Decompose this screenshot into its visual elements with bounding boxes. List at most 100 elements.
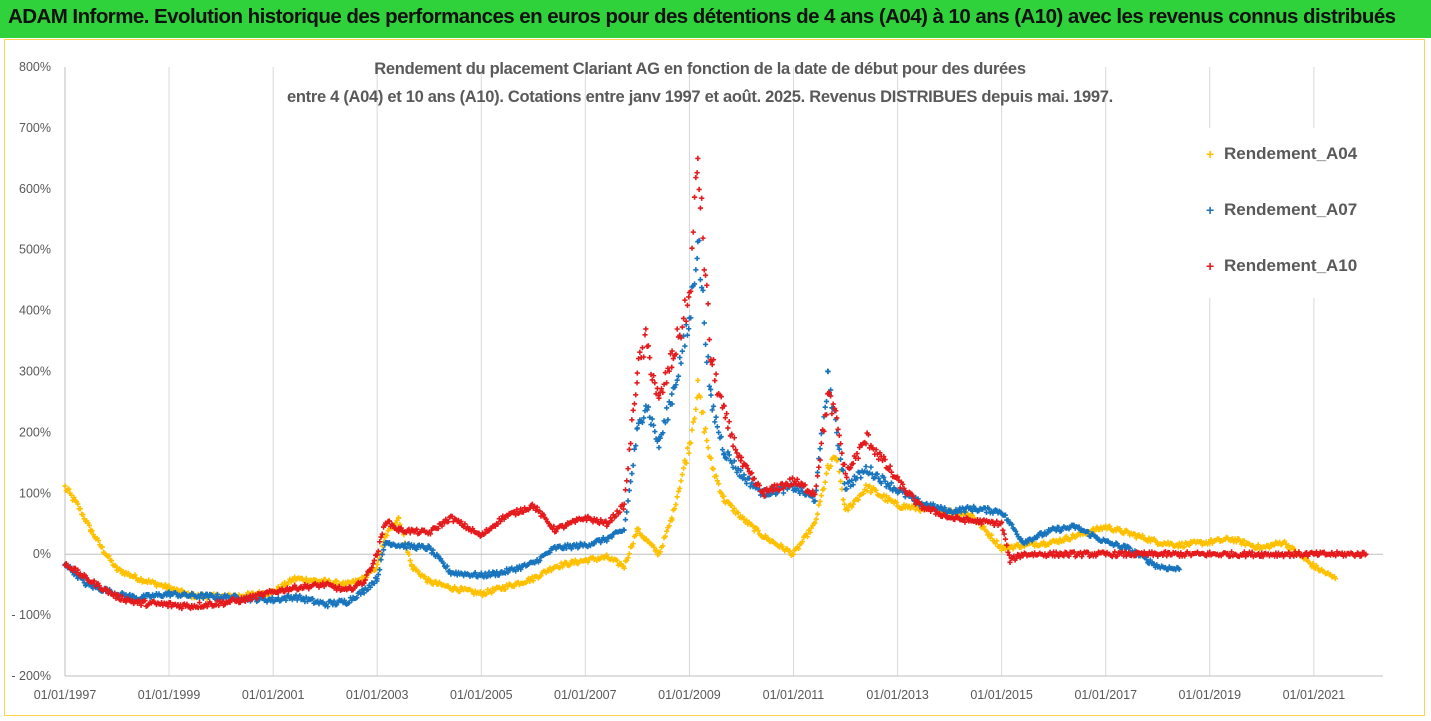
point-Rendement_A04 bbox=[716, 481, 722, 487]
point-Rendement_A10 bbox=[1085, 549, 1091, 556]
point-Rendement_A04 bbox=[421, 573, 428, 579]
point-Rendement_A10 bbox=[662, 370, 668, 376]
point-Rendement_A07 bbox=[688, 315, 694, 321]
point-Rendement_A04 bbox=[99, 544, 105, 550]
point-Rendement_A10 bbox=[629, 417, 635, 423]
point-Rendement_A10 bbox=[572, 519, 578, 525]
point-Rendement_A04 bbox=[538, 573, 544, 579]
point-Rendement_A07 bbox=[444, 563, 450, 569]
point-Rendement_A04 bbox=[488, 590, 495, 596]
point-Rendement_A10 bbox=[435, 525, 441, 532]
point-Rendement_A04 bbox=[1090, 526, 1096, 532]
point-Rendement_A04 bbox=[80, 512, 86, 518]
point-Rendement_A04 bbox=[917, 508, 923, 514]
point-Rendement_A07 bbox=[621, 527, 627, 533]
point-Rendement_A07 bbox=[630, 462, 636, 469]
point-Rendement_A07 bbox=[838, 456, 844, 462]
point-Rendement_A04 bbox=[674, 494, 680, 500]
point-Rendement_A04 bbox=[983, 528, 990, 534]
point-Rendement_A10 bbox=[138, 602, 144, 608]
point-Rendement_A10 bbox=[106, 588, 113, 594]
point-Rendement_A07 bbox=[214, 591, 221, 597]
point-Rendement_A10 bbox=[749, 470, 755, 476]
point-Rendement_A10 bbox=[1228, 549, 1235, 555]
point-Rendement_A04 bbox=[651, 544, 657, 550]
point-Rendement_A07 bbox=[858, 475, 864, 481]
point-Rendement_A10 bbox=[91, 578, 97, 584]
point-Rendement_A04 bbox=[894, 500, 900, 506]
point-Rendement_A04 bbox=[689, 427, 695, 433]
point-Rendement_A07 bbox=[1013, 528, 1019, 534]
point-Rendement_A07 bbox=[591, 541, 597, 547]
legend-item-a10: + Rendement_A10 bbox=[1206, 256, 1357, 276]
point-Rendement_A10 bbox=[700, 235, 706, 241]
point-Rendement_A07 bbox=[713, 414, 719, 420]
point-Rendement_A07 bbox=[424, 546, 430, 553]
point-Rendement_A04 bbox=[62, 483, 68, 489]
point-Rendement_A04 bbox=[1186, 542, 1193, 548]
point-Rendement_A10 bbox=[643, 326, 649, 332]
point-Rendement_A04 bbox=[1015, 542, 1021, 548]
y-tick-label: 400% bbox=[19, 304, 51, 318]
point-Rendement_A04 bbox=[987, 535, 993, 541]
point-Rendement_A04 bbox=[705, 445, 711, 451]
y-tick-label: 200% bbox=[19, 425, 51, 439]
point-Rendement_A10 bbox=[176, 605, 182, 611]
point-Rendement_A10 bbox=[398, 525, 404, 531]
x-tick-label: 01/01/2003 bbox=[346, 688, 409, 702]
point-Rendement_A04 bbox=[675, 488, 682, 495]
point-Rendement_A10 bbox=[604, 523, 610, 529]
point-Rendement_A10 bbox=[793, 481, 799, 488]
point-Rendement_A07 bbox=[624, 509, 630, 515]
point-Rendement_A10 bbox=[780, 485, 787, 491]
point-Rendement_A07 bbox=[812, 498, 818, 504]
point-Rendement_A04 bbox=[1140, 532, 1146, 539]
point-Rendement_A07 bbox=[1076, 524, 1082, 530]
point-Rendement_A04 bbox=[125, 570, 132, 576]
point-Rendement_A10 bbox=[834, 415, 840, 421]
point-Rendement_A10 bbox=[679, 324, 685, 330]
legend-label-a10: Rendement_A10 bbox=[1224, 256, 1358, 275]
point-Rendement_A10 bbox=[713, 371, 719, 377]
point-Rendement_A10 bbox=[1126, 549, 1132, 555]
point-Rendement_A07 bbox=[547, 549, 553, 555]
point-Rendement_A10 bbox=[370, 561, 376, 567]
point-Rendement_A10 bbox=[551, 523, 557, 529]
point-Rendement_A04 bbox=[803, 531, 809, 537]
point-Rendement_A07 bbox=[850, 482, 856, 488]
x-tick-label: 01/01/2001 bbox=[242, 688, 305, 702]
point-Rendement_A07 bbox=[361, 590, 367, 596]
point-Rendement_A10 bbox=[628, 440, 634, 447]
point-Rendement_A10 bbox=[582, 514, 588, 520]
point-Rendement_A10 bbox=[386, 518, 393, 524]
point-Rendement_A10 bbox=[709, 361, 715, 368]
x-tick-label: 01/01/2013 bbox=[866, 688, 929, 702]
point-Rendement_A07 bbox=[697, 277, 704, 283]
point-Rendement_A07 bbox=[414, 546, 420, 552]
point-Rendement_A07 bbox=[708, 392, 714, 398]
point-Rendement_A10 bbox=[886, 466, 892, 473]
point-Rendement_A04 bbox=[672, 506, 678, 512]
point-Rendement_A07 bbox=[634, 425, 640, 431]
point-Rendement_A07 bbox=[662, 420, 668, 426]
x-tick-label: 01/01/1999 bbox=[138, 688, 201, 702]
point-Rendement_A04 bbox=[981, 523, 987, 530]
point-Rendement_A10 bbox=[697, 205, 704, 211]
point-Rendement_A07 bbox=[882, 478, 888, 484]
point-Rendement_A07 bbox=[283, 597, 289, 603]
point-Rendement_A10 bbox=[691, 194, 698, 200]
point-Rendement_A04 bbox=[511, 583, 517, 589]
point-Rendement_A10 bbox=[622, 487, 629, 493]
y-tick-label: 0% bbox=[33, 547, 51, 561]
point-Rendement_A07 bbox=[971, 503, 977, 509]
point-Rendement_A04 bbox=[989, 532, 995, 538]
point-Rendement_A07 bbox=[674, 377, 680, 383]
point-Rendement_A07 bbox=[1085, 529, 1091, 535]
point-Rendement_A10 bbox=[260, 593, 266, 599]
point-Rendement_A10 bbox=[563, 523, 569, 529]
point-Rendement_A10 bbox=[724, 411, 730, 417]
point-Rendement_A04 bbox=[713, 473, 719, 479]
point-Rendement_A10 bbox=[833, 408, 839, 414]
point-Rendement_A04 bbox=[563, 559, 569, 566]
point-Rendement_A04 bbox=[633, 532, 639, 538]
